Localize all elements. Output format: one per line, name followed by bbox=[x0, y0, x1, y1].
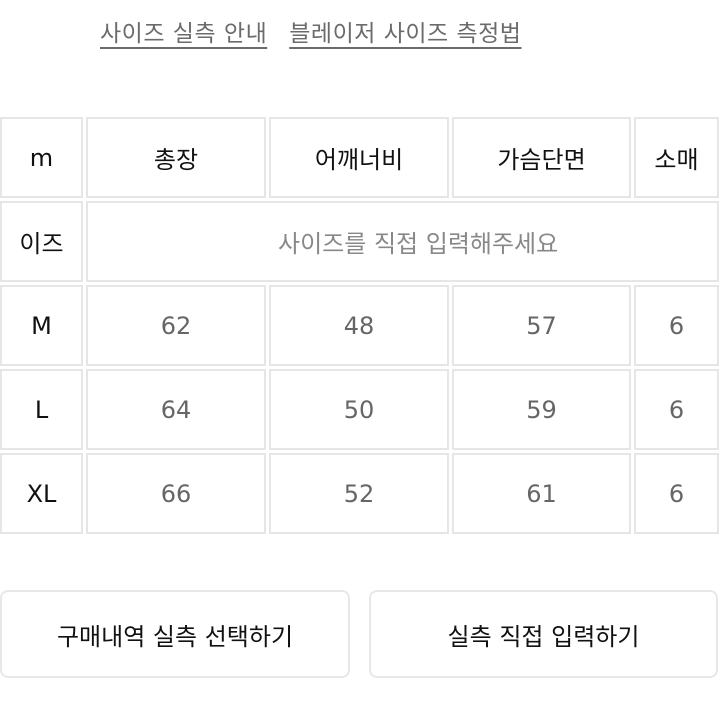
header-unit: m bbox=[0, 117, 83, 198]
row-size-label: XL bbox=[0, 453, 83, 534]
select-from-purchases-button[interactable]: 구매내역 실측 선택하기 bbox=[0, 590, 350, 678]
table-cell: 6 bbox=[634, 285, 719, 366]
size-guide-link[interactable]: 사이즈 실측 안내 bbox=[100, 21, 268, 47]
row-size-label: M bbox=[0, 285, 83, 366]
header-chest: 가슴단면 bbox=[452, 117, 631, 198]
table-cell: 61 bbox=[452, 453, 631, 534]
table-cell: 50 bbox=[269, 369, 449, 450]
size-links: 사이즈 실측 안내 블레이저 사이즈 측정법 bbox=[100, 14, 521, 48]
table-cell: 64 bbox=[86, 369, 266, 450]
table-cell: 62 bbox=[86, 285, 266, 366]
header-shoulder-width: 어깨너비 bbox=[269, 117, 449, 198]
measure-method-link[interactable]: 블레이저 사이즈 측정법 bbox=[289, 21, 522, 47]
header-total-length: 총장 bbox=[86, 117, 266, 198]
table-cell: 66 bbox=[86, 453, 266, 534]
table-cell: 6 bbox=[634, 453, 719, 534]
table-cell: 48 bbox=[269, 285, 449, 366]
row-size-label: L bbox=[0, 369, 83, 450]
enter-manually-button[interactable]: 실측 직접 입력하기 bbox=[369, 590, 718, 678]
table-cell: 6 bbox=[634, 369, 719, 450]
table-cell: 59 bbox=[452, 369, 631, 450]
size-table: m 총장 어깨너비 가슴단면 소매 이즈 사이즈를 직접 입력해주세요 M 62… bbox=[0, 117, 719, 534]
header-sleeve: 소매 bbox=[634, 117, 719, 198]
my-size-label: 이즈 bbox=[0, 201, 83, 282]
table-cell: 52 bbox=[269, 453, 449, 534]
my-size-input[interactable]: 사이즈를 직접 입력해주세요 bbox=[86, 201, 719, 282]
table-cell: 57 bbox=[452, 285, 631, 366]
